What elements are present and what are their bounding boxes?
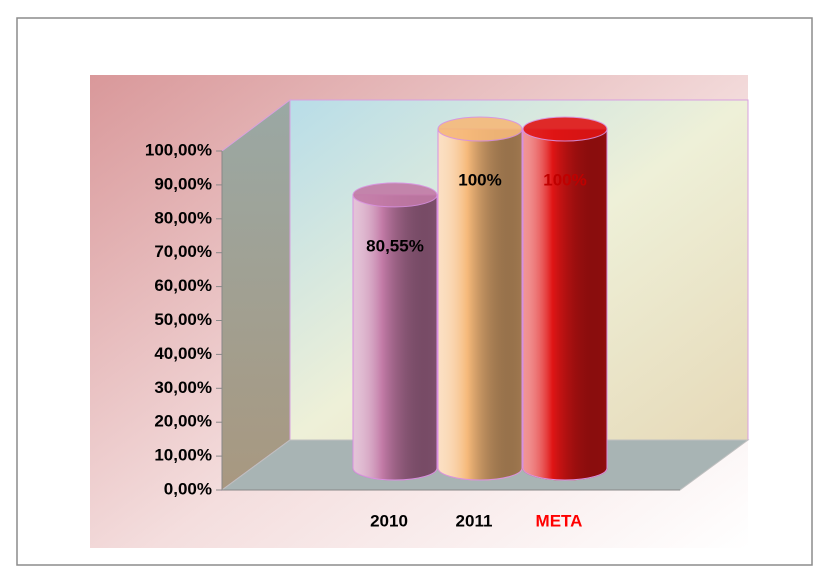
y-tick-label: 0,00% — [164, 479, 212, 498]
y-tick-label: 60,00% — [154, 276, 212, 295]
cylinder — [352, 194, 438, 481]
cylinder-top — [522, 116, 608, 142]
y-tick-label: 10,00% — [154, 446, 212, 465]
cylinder-top — [437, 116, 523, 142]
cylinder — [437, 128, 523, 481]
x-tick-label: META — [536, 511, 583, 530]
x-tick-label: 2011 — [456, 511, 493, 530]
y-tick-label: 90,00% — [154, 174, 212, 193]
cylinder — [522, 128, 608, 481]
y-tick-label: 20,00% — [154, 412, 212, 431]
side-wall — [221, 99, 291, 491]
y-tick-label: 80,00% — [154, 208, 212, 227]
value-label: 80,55% — [366, 236, 424, 255]
y-tick-label: 70,00% — [154, 242, 212, 261]
x-tick-label: 2010 — [370, 511, 408, 530]
value-label: 100% — [543, 170, 586, 189]
y-tick-label: 50,00% — [154, 310, 212, 329]
y-tick-label: 40,00% — [154, 344, 212, 363]
value-label: 100% — [458, 170, 501, 189]
y-tick-label: 30,00% — [154, 378, 212, 397]
y-tick-label: 100,00% — [145, 140, 212, 159]
cylinder-top — [352, 182, 438, 208]
